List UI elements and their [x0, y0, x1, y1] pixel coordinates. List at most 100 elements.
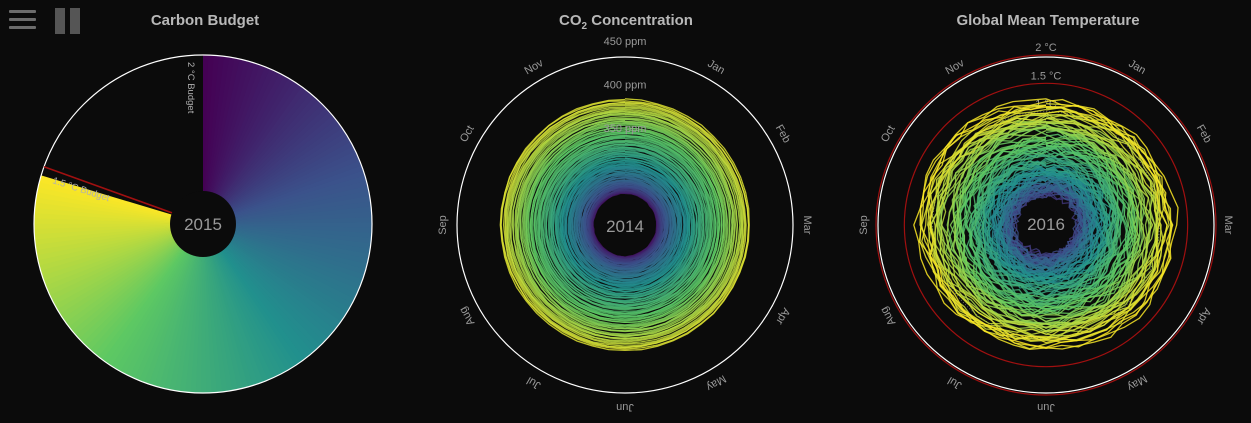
pie-slice-segment — [203, 224, 273, 381]
spiral-year-line — [525, 127, 724, 324]
spiral-year-line — [514, 112, 737, 337]
pie-slice-segment — [203, 115, 337, 224]
pie-slice-segment — [58, 224, 204, 319]
pie-slice-segment — [37, 224, 203, 266]
pie-slice-segment — [56, 224, 204, 314]
pie-slice-segment — [203, 211, 372, 224]
spiral-year-line — [545, 143, 705, 307]
pie-slice-segment — [203, 86, 308, 225]
month-label: May — [1125, 372, 1149, 393]
pie-slice-segment — [49, 224, 204, 301]
pie-slice-segment — [203, 78, 295, 224]
carbon-budget-chart: 2015 2 °C Budget 1.5 °C Budget — [33, 54, 373, 394]
month-label: Mar — [1222, 216, 1234, 235]
temperature-ring — [875, 54, 1217, 396]
temperature-ring — [903, 82, 1189, 368]
month-label: Apr — [1194, 306, 1213, 327]
pie-slice-segment — [203, 224, 243, 390]
pie-slice-segment — [203, 217, 372, 224]
pie-slice-segment — [93, 224, 203, 357]
spiral-year-line — [988, 164, 1103, 287]
pie-slice-segment — [203, 170, 366, 224]
temperature-year: 2016 — [1027, 215, 1065, 234]
pie-slice-segment — [81, 224, 203, 347]
pie-slice-segment — [53, 224, 203, 310]
pie-slice-segment — [97, 224, 203, 360]
month-label: Feb — [773, 123, 793, 145]
toolbar — [0, 0, 100, 40]
pie-slice-segment — [203, 107, 331, 224]
pie-slice-segment — [71, 224, 203, 335]
pie-slice-segment — [203, 96, 320, 224]
spiral-year-line — [540, 141, 710, 309]
pie-slice-segment — [38, 224, 203, 271]
month-label: Oct — [879, 124, 898, 145]
spiral-year-line — [539, 140, 711, 310]
pie-slice-segment — [109, 224, 203, 369]
spiral-year-line — [538, 137, 712, 312]
co2-year: 2014 — [606, 217, 644, 236]
pie-slice-segment — [203, 224, 317, 354]
pie-slice-segment — [203, 224, 264, 385]
co2-spiral-lines — [499, 98, 750, 351]
pie-slice-segment — [67, 224, 203, 331]
temperature-frame — [877, 56, 1215, 394]
pie-slice-segment — [85, 224, 203, 350]
pie-slice-segment — [203, 224, 223, 393]
pie-slice-segment — [203, 224, 301, 367]
month-label: May — [704, 372, 728, 393]
pie-slice-segment — [203, 93, 316, 224]
spiral-year-line — [510, 110, 741, 340]
pie-slice-segment — [203, 224, 228, 393]
month-label: Apr — [773, 306, 792, 327]
month-label: Nov — [522, 57, 545, 77]
pie-slice-segment — [203, 224, 321, 351]
co2-title: CO2 Concentration — [559, 12, 693, 32]
pie-slice-segment — [203, 224, 296, 369]
spiral-year-line — [927, 103, 1164, 350]
ring-label: 400 ppm — [604, 80, 647, 92]
pie-slice-segment — [203, 150, 359, 224]
month-label: Mar — [801, 216, 813, 235]
pie-slice-segment — [64, 224, 203, 327]
pie-slice-segment — [34, 224, 204, 240]
ring-label: 350 ppm — [604, 123, 647, 135]
spiral-year-line — [919, 98, 1173, 349]
pie-slice-segment — [203, 224, 238, 391]
pie-slice-segment — [203, 224, 268, 383]
pie-slice-segment — [203, 224, 350, 314]
pie-slice-segment — [203, 196, 371, 224]
pause-icon[interactable] — [55, 8, 82, 34]
spiral-year-line — [913, 104, 1179, 349]
month-label: Oct — [458, 124, 477, 145]
pie-slice-segment — [74, 224, 203, 339]
pie-slices — [34, 55, 372, 394]
pie-slice-segment — [203, 224, 292, 372]
pie-slice-segment — [203, 201, 372, 224]
pie-slice-segment — [105, 224, 203, 366]
pie-slice-segment — [203, 128, 346, 224]
pie-slice-segment — [46, 224, 204, 296]
pie-slice-segment — [203, 224, 217, 393]
spiral-year-line — [939, 125, 1150, 323]
pie-slice-segment — [203, 224, 332, 340]
pie-slice-segment — [203, 224, 325, 347]
pie-slice-segment — [39, 175, 203, 224]
pie-slice-segment — [35, 224, 203, 250]
co2-frame — [456, 56, 794, 394]
hamburger-menu-icon[interactable] — [9, 10, 36, 32]
spiral-year-line — [953, 138, 1138, 313]
pie-slice-segment — [203, 224, 338, 332]
spiral-year-line — [523, 122, 727, 327]
pie-slice-segment — [203, 206, 372, 224]
pie-slice-segment — [203, 224, 353, 310]
spiral-year-line — [555, 155, 695, 295]
pie-slice-segment — [45, 224, 203, 291]
spiral-year-line — [508, 109, 742, 341]
pie-slice-segment — [203, 224, 283, 377]
pie-slice-segment — [203, 224, 328, 343]
pie-slice-segment — [43, 224, 204, 286]
pie-slice-segment — [41, 224, 203, 281]
pie-slice-segment — [77, 224, 203, 343]
pie-slice-segment — [40, 224, 203, 276]
